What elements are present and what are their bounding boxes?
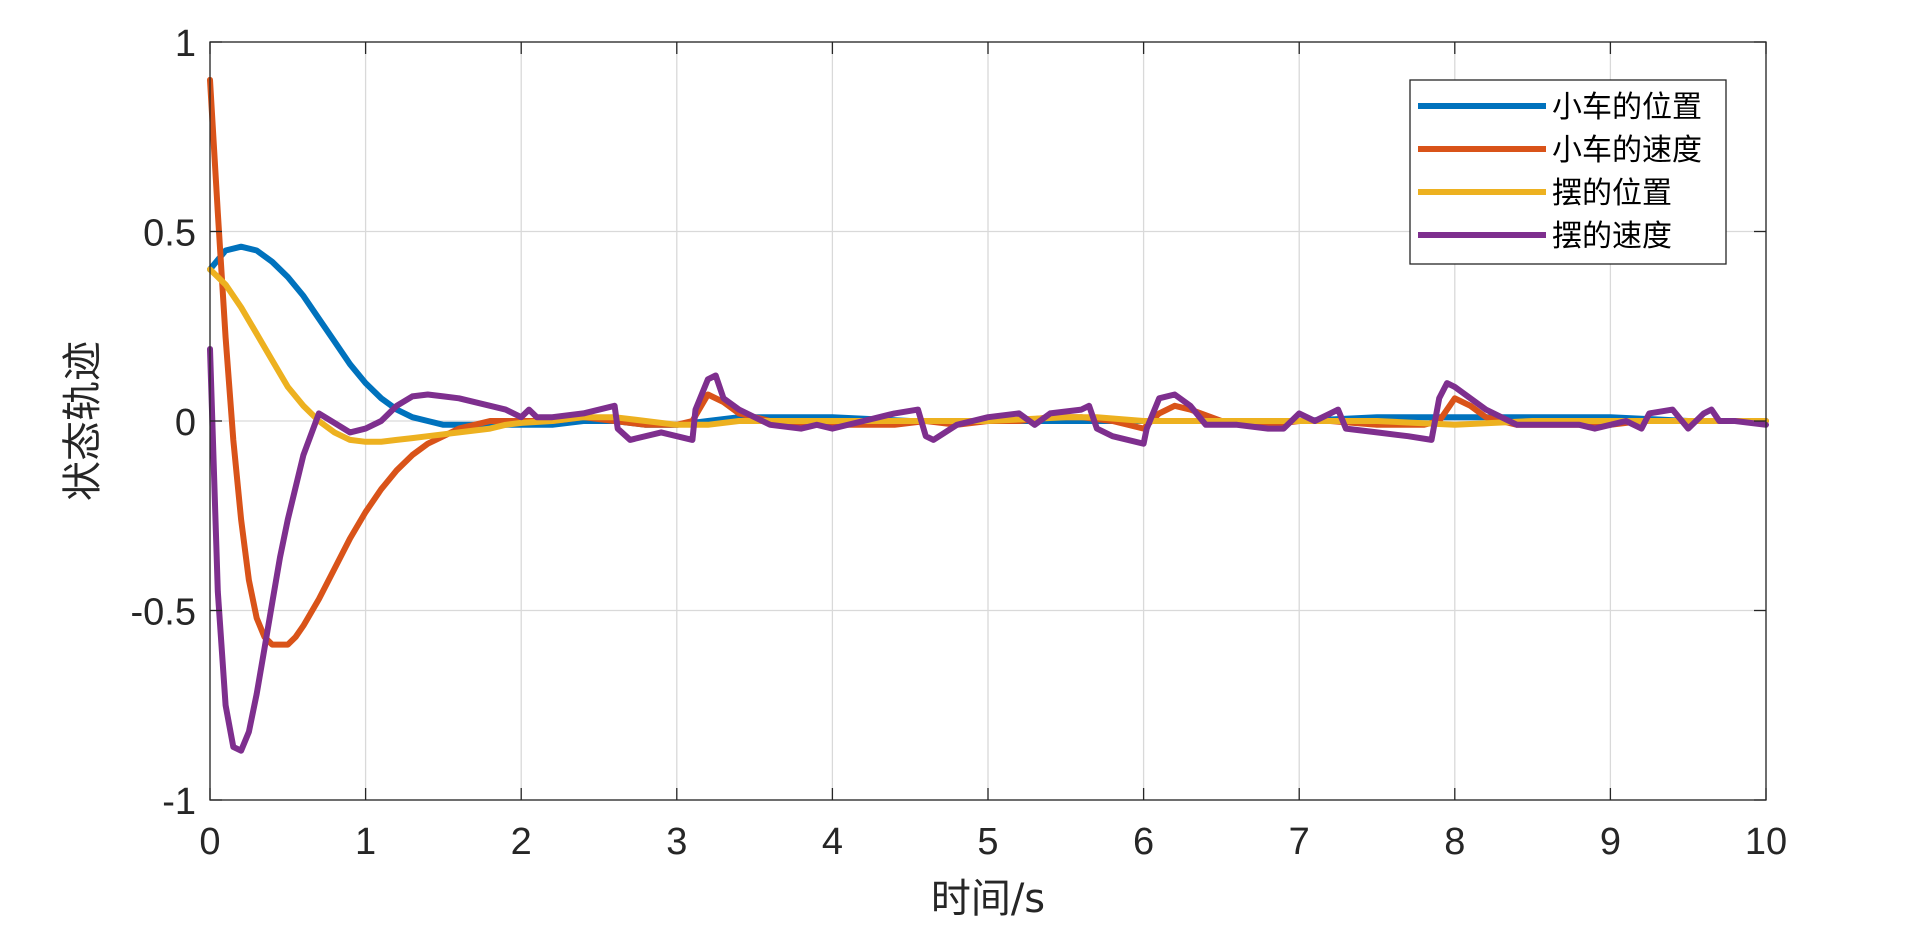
x-tick-label: 9 bbox=[1600, 821, 1621, 863]
x-tick-label: 0 bbox=[199, 821, 220, 863]
x-tick-label: 5 bbox=[977, 821, 998, 863]
series-line-3 bbox=[207, 266, 1769, 445]
x-tick-label: 8 bbox=[1444, 821, 1465, 863]
x-tick-label: 4 bbox=[822, 821, 843, 863]
x-tick-label: 3 bbox=[666, 821, 687, 863]
x-tick-label: 7 bbox=[1289, 821, 1310, 863]
y-tick-label: 0.5 bbox=[143, 213, 196, 255]
series-line-2 bbox=[207, 76, 1769, 648]
x-tick-label: 10 bbox=[1745, 821, 1787, 863]
y-tick-label: 1 bbox=[175, 23, 196, 65]
legend-label: 小车的速度 bbox=[1552, 133, 1702, 168]
x-axis-label: 时间/s bbox=[931, 876, 1045, 922]
y-tick-label: 0 bbox=[175, 402, 196, 444]
legend-label: 摆的速度 bbox=[1552, 219, 1672, 254]
x-tick-label: 6 bbox=[1133, 821, 1154, 863]
x-tick-labels: 0 1 2 3 4 5 6 7 8 9 10 bbox=[199, 821, 1787, 863]
y-tick-label: -0.5 bbox=[131, 592, 196, 634]
y-axis-label: 状态轨迹 bbox=[60, 341, 106, 501]
legend-label: 小车的位置 bbox=[1552, 90, 1702, 125]
y-tick-labels: -1 -0.5 0 0.5 1 bbox=[131, 23, 196, 823]
x-tick-label: 1 bbox=[355, 821, 376, 863]
y-tick-label: -1 bbox=[162, 781, 196, 823]
series-lines bbox=[207, 76, 1769, 754]
legend-label: 摆的位置 bbox=[1552, 176, 1672, 211]
series-line-4 bbox=[207, 346, 1769, 754]
x-tick-label: 2 bbox=[511, 821, 532, 863]
tick-marks bbox=[209, 41, 1767, 801]
